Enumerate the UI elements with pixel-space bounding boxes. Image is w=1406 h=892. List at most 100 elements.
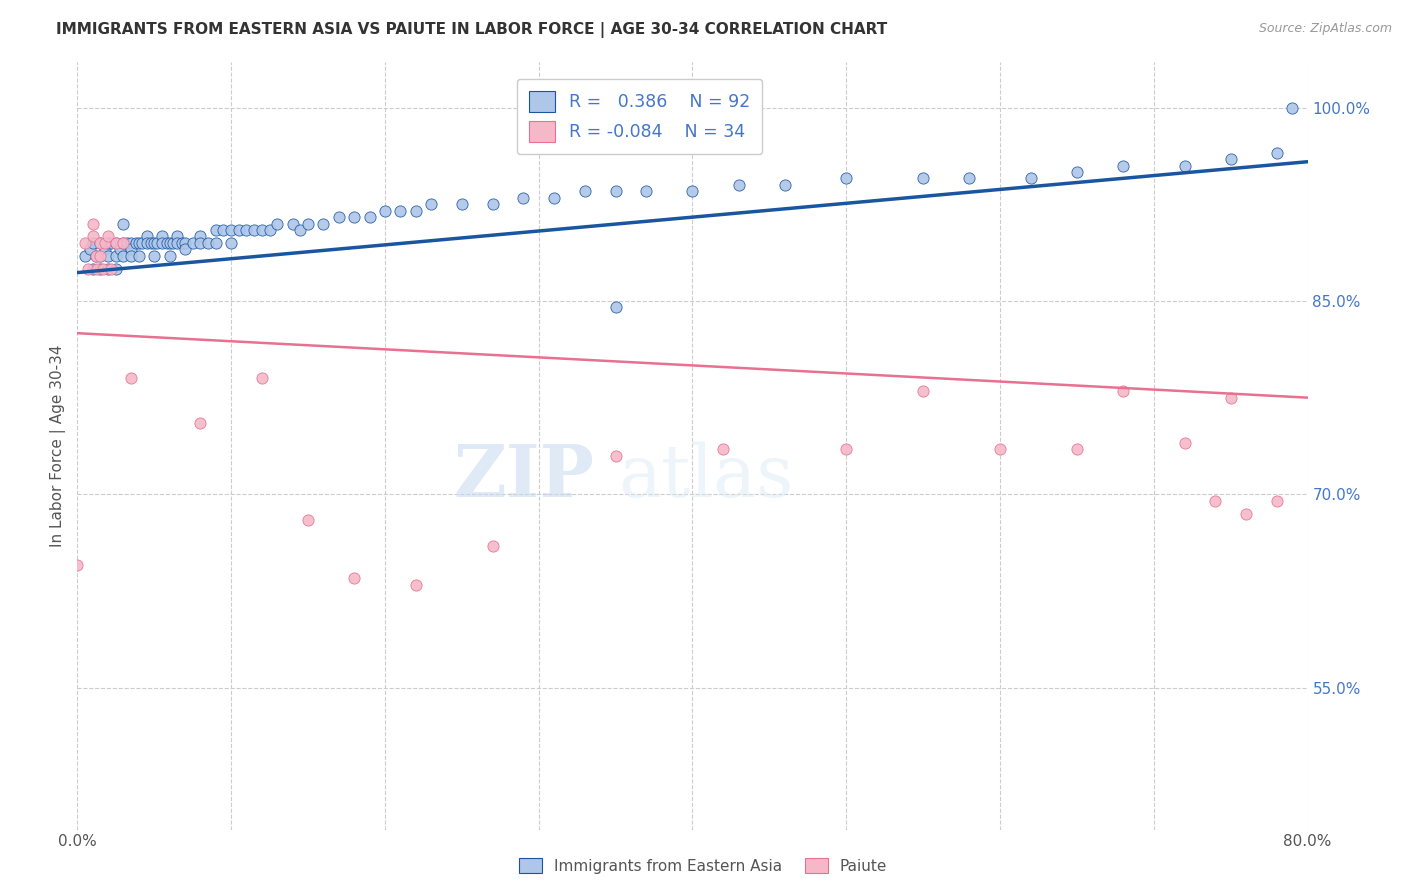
Point — [682, 185, 704, 199]
Point — [128, 249, 150, 263]
Text: Source: ZipAtlas.com: Source: ZipAtlas.com — [1258, 22, 1392, 36]
Point — [97, 249, 120, 263]
Point — [166, 229, 188, 244]
Point — [204, 223, 226, 237]
Point — [82, 229, 104, 244]
Point — [228, 223, 250, 237]
Text: IMMIGRANTS FROM EASTERN ASIA VS PAIUTE IN LABOR FORCE | AGE 30-34 CORRELATION CH: IMMIGRANTS FROM EASTERN ASIA VS PAIUTE I… — [56, 22, 887, 38]
Point — [250, 223, 273, 237]
Point — [112, 235, 135, 250]
Point — [250, 371, 273, 385]
Point — [235, 223, 257, 237]
Point — [100, 261, 122, 276]
Point — [727, 178, 749, 192]
Point — [988, 442, 1011, 457]
Point — [97, 235, 120, 250]
Point — [79, 243, 101, 257]
Point — [574, 185, 596, 199]
Point — [77, 261, 100, 276]
Point — [1234, 507, 1257, 521]
Legend: R =   0.386    N = 92, R = -0.084    N = 34: R = 0.386 N = 92, R = -0.084 N = 34 — [516, 78, 762, 154]
Point — [259, 223, 281, 237]
Point — [1204, 493, 1226, 508]
Point — [155, 235, 177, 250]
Point — [73, 249, 96, 263]
Point — [1066, 442, 1088, 457]
Point — [481, 197, 503, 211]
Point — [297, 513, 319, 527]
Legend: Immigrants from Eastern Asia, Paiute: Immigrants from Eastern Asia, Paiute — [513, 852, 893, 880]
Point — [89, 249, 111, 263]
Point — [281, 217, 304, 231]
Point — [82, 261, 104, 276]
Point — [84, 249, 107, 263]
Point — [112, 235, 135, 250]
Text: atlas: atlas — [619, 442, 794, 512]
Point — [912, 171, 935, 186]
Point — [89, 235, 111, 250]
Point — [219, 223, 242, 237]
Point — [82, 235, 104, 250]
Point — [312, 217, 335, 231]
Point — [131, 235, 153, 250]
Point — [104, 235, 127, 250]
Point — [1112, 159, 1135, 173]
Point — [125, 235, 148, 250]
Point — [543, 191, 565, 205]
Point — [162, 235, 184, 250]
Point — [405, 577, 427, 591]
Point — [481, 539, 503, 553]
Point — [86, 261, 108, 276]
Point — [773, 178, 796, 192]
Point — [89, 235, 111, 250]
Point — [605, 449, 627, 463]
Point — [128, 235, 150, 250]
Point — [359, 210, 381, 224]
Point — [212, 223, 235, 237]
Point — [343, 571, 366, 585]
Point — [204, 235, 226, 250]
Point — [166, 235, 188, 250]
Point — [143, 235, 166, 250]
Point — [73, 235, 96, 250]
Point — [159, 249, 181, 263]
Point — [89, 261, 111, 276]
Point — [835, 442, 858, 457]
Point — [188, 417, 212, 431]
Point — [188, 229, 212, 244]
Point — [1112, 384, 1135, 399]
Point — [957, 171, 980, 186]
Point — [266, 217, 288, 231]
Point — [150, 229, 173, 244]
Point — [120, 243, 142, 257]
Point — [174, 243, 197, 257]
Point — [146, 235, 169, 250]
Point — [420, 197, 443, 211]
Point — [115, 235, 138, 250]
Point — [374, 203, 396, 218]
Point — [143, 249, 166, 263]
Point — [104, 261, 127, 276]
Point — [835, 171, 858, 186]
Point — [188, 235, 212, 250]
Point — [605, 185, 627, 199]
Point — [89, 249, 111, 263]
Point — [243, 223, 266, 237]
Point — [343, 210, 366, 224]
Text: ZIP: ZIP — [453, 442, 595, 512]
Point — [159, 235, 181, 250]
Point — [135, 229, 157, 244]
Point — [1281, 101, 1303, 115]
Point — [1265, 493, 1288, 508]
Point — [1066, 165, 1088, 179]
Point — [174, 235, 197, 250]
Point — [636, 185, 658, 199]
Point — [912, 384, 935, 399]
Point — [120, 249, 142, 263]
Point — [135, 235, 157, 250]
Y-axis label: In Labor Force | Age 30-34: In Labor Force | Age 30-34 — [51, 344, 66, 548]
Point — [389, 203, 412, 218]
Point — [1174, 435, 1197, 450]
Point — [1219, 152, 1241, 166]
Point — [1174, 159, 1197, 173]
